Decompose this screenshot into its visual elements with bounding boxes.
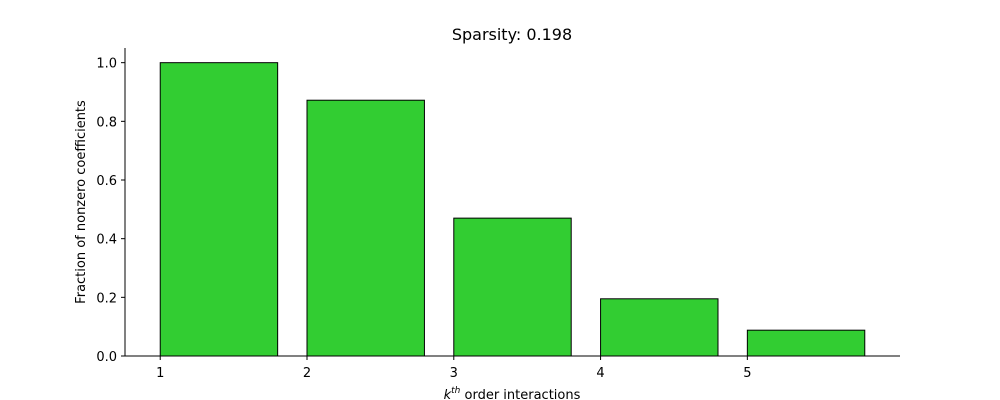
x-axis-label-rest: order interactions — [460, 388, 580, 400]
bar-4 — [600, 298, 719, 357]
x-tick-label: 3 — [450, 366, 458, 381]
y-tick-label: 1.0 — [96, 57, 117, 72]
bar-2 — [306, 99, 425, 357]
y-tick-label: 0.6 — [96, 174, 117, 189]
y-tick-label: 0.2 — [96, 291, 117, 306]
y-axis: 0.0 0.2 0.4 0.6 0.8 1.0 — [96, 48, 126, 365]
bar-3 — [453, 217, 572, 357]
x-tick-label: 1 — [156, 366, 164, 381]
y-tick-label: 0.4 — [96, 233, 117, 248]
x-tick-label: 2 — [303, 366, 311, 381]
x-axis-label-base: k — [444, 388, 452, 400]
y-axis-label: Fraction of nonzero coefficients — [74, 100, 89, 304]
chart-title: Sparsity: 0.198 — [452, 25, 572, 44]
x-axis-label: kth order interactions — [444, 386, 581, 400]
y-tick-label: 0.0 — [96, 350, 117, 365]
bar-1 — [159, 62, 279, 357]
bar-5 — [746, 329, 866, 357]
y-tick-label: 0.8 — [96, 115, 117, 130]
x-axis-label-superscript: th — [451, 386, 461, 396]
x-tick-label: 4 — [596, 366, 604, 381]
x-tick-label: 5 — [743, 366, 751, 381]
x-axis: 1 2 3 4 5 — [125, 355, 900, 381]
bars-group — [159, 62, 866, 357]
